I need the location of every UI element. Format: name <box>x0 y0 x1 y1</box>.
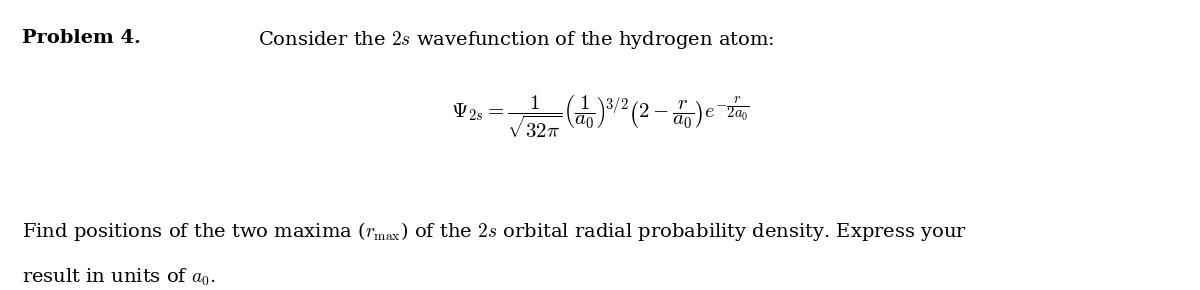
Text: Find positions of the two maxima ($r_{\mathrm{max}}$) of the $2s$ orbital radial: Find positions of the two maxima ($r_{\m… <box>22 220 967 243</box>
Text: Consider the $2s$ wavefunction of the hydrogen atom:: Consider the $2s$ wavefunction of the hy… <box>258 29 774 51</box>
Text: $\Psi_{2s} = \dfrac{1}{\sqrt{32\pi}} \left(\dfrac{1}{a_0}\right)^{\!3/2} \left(2: $\Psi_{2s} = \dfrac{1}{\sqrt{32\pi}} \le… <box>450 93 750 140</box>
Text: Problem 4.: Problem 4. <box>22 29 140 47</box>
Text: result in units of $a_0$.: result in units of $a_0$. <box>22 267 216 288</box>
